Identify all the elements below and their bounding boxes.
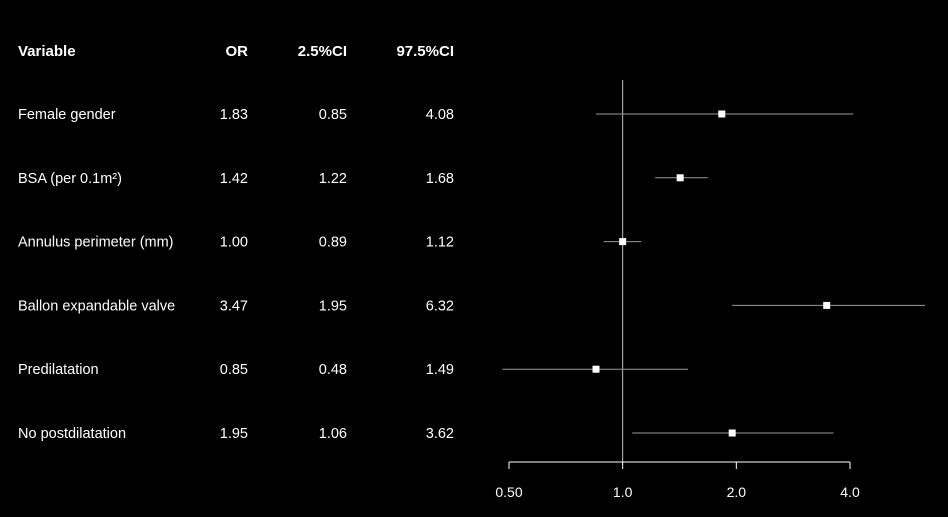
- row-or-value: 1.83: [220, 107, 248, 123]
- x-tick-label: 0.50: [495, 484, 522, 500]
- header-variable: Variable: [18, 43, 76, 60]
- or-marker: [823, 301, 831, 309]
- x-tick-label: 2.0: [727, 484, 747, 500]
- row-ci-low-value: 0.85: [319, 107, 347, 123]
- row-ci-low-value: 1.22: [319, 171, 347, 187]
- row-ci-high-value: 1.12: [426, 235, 454, 251]
- row-or-value: 1.95: [220, 426, 248, 442]
- or-marker: [728, 429, 736, 437]
- row-ci-high-value: 1.49: [426, 362, 454, 378]
- row-variable-label: No postdilatation: [18, 426, 126, 442]
- header-or: OR: [226, 43, 249, 60]
- row-or-value: 0.85: [220, 362, 248, 378]
- row-variable-label: Predilatation: [18, 362, 99, 378]
- row-or-value: 1.00: [220, 235, 248, 251]
- or-marker: [718, 110, 726, 118]
- row-variable-label: BSA (per 0.1m²): [18, 171, 122, 187]
- row-variable-label: Annulus perimeter (mm): [18, 235, 174, 251]
- row-variable-label: Ballon expandable valve: [18, 298, 175, 314]
- row-ci-low-value: 1.06: [319, 426, 347, 442]
- table-header: Variable OR 2.5%CI 97.5%CI: [18, 43, 454, 60]
- row-ci-low-value: 0.48: [319, 362, 347, 378]
- row-ci-low-value: 1.95: [319, 298, 347, 314]
- or-marker: [676, 174, 684, 182]
- row-ci-high-value: 6.32: [426, 298, 454, 314]
- or-marker: [592, 365, 600, 373]
- row-variable-label: Female gender: [18, 107, 116, 123]
- row-ci-high-value: 4.08: [426, 107, 454, 123]
- header-ci-low: 2.5%CI: [298, 43, 347, 60]
- x-axis: 0.50 1.0 2.0 4.0: [495, 461, 860, 500]
- forest-marks: [502, 80, 926, 462]
- row-or-value: 3.47: [220, 298, 248, 314]
- x-tick-label: 1.0: [613, 484, 633, 500]
- header-ci-high: 97.5%CI: [396, 43, 454, 60]
- x-tick-label: 4.0: [840, 484, 860, 500]
- row-or-value: 1.42: [220, 171, 248, 187]
- row-ci-low-value: 0.89: [319, 235, 347, 251]
- table-rows: Female gender 1.83 0.85 4.08 BSA (per 0.1m²)…: [18, 107, 454, 442]
- row-ci-high-value: 3.62: [426, 426, 454, 442]
- row-ci-high-value: 1.68: [426, 171, 454, 187]
- or-marker: [619, 238, 627, 246]
